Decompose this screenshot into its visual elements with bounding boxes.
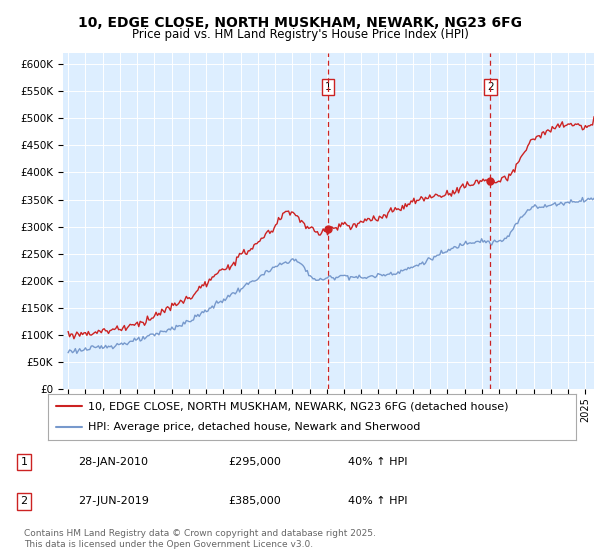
Text: 1: 1	[20, 457, 28, 467]
Text: 2: 2	[487, 82, 494, 92]
Text: Price paid vs. HM Land Registry's House Price Index (HPI): Price paid vs. HM Land Registry's House …	[131, 28, 469, 41]
Text: Contains HM Land Registry data © Crown copyright and database right 2025.
This d: Contains HM Land Registry data © Crown c…	[24, 529, 376, 549]
Text: 40% ↑ HPI: 40% ↑ HPI	[348, 457, 407, 467]
Text: 28-JAN-2010: 28-JAN-2010	[78, 457, 148, 467]
Text: 40% ↑ HPI: 40% ↑ HPI	[348, 496, 407, 506]
Text: 27-JUN-2019: 27-JUN-2019	[78, 496, 149, 506]
Text: 10, EDGE CLOSE, NORTH MUSKHAM, NEWARK, NG23 6FG (detached house): 10, EDGE CLOSE, NORTH MUSKHAM, NEWARK, N…	[88, 401, 508, 411]
Text: 10, EDGE CLOSE, NORTH MUSKHAM, NEWARK, NG23 6FG: 10, EDGE CLOSE, NORTH MUSKHAM, NEWARK, N…	[78, 16, 522, 30]
Text: 2: 2	[20, 496, 28, 506]
Text: £295,000: £295,000	[228, 457, 281, 467]
Text: HPI: Average price, detached house, Newark and Sherwood: HPI: Average price, detached house, Newa…	[88, 422, 420, 432]
Text: 1: 1	[325, 82, 331, 92]
Text: £385,000: £385,000	[228, 496, 281, 506]
